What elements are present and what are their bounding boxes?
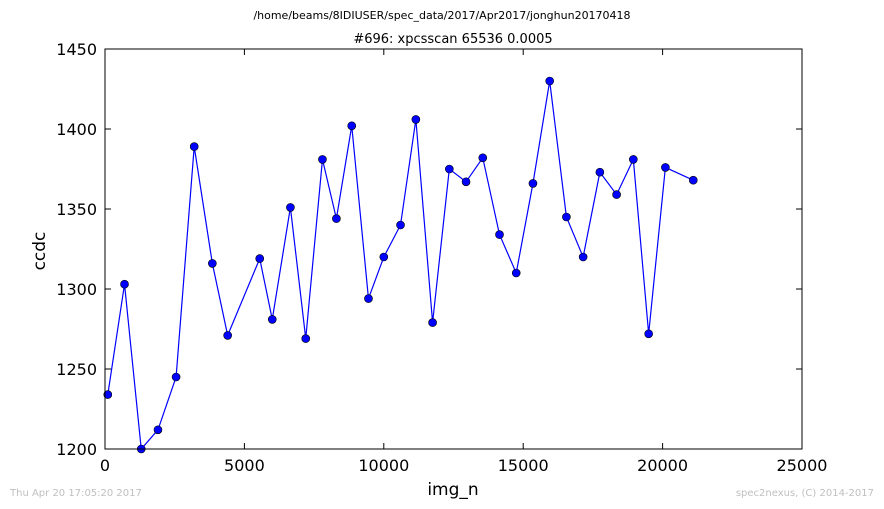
data-point [255, 254, 265, 263]
data-point [347, 121, 357, 131]
data-point [153, 425, 163, 435]
data-point [661, 163, 670, 172]
data-point [120, 279, 129, 289]
y-tick-label: 1250 [56, 360, 97, 379]
y-tick-label: 1300 [56, 280, 97, 299]
series-line [107, 80, 694, 451]
footer-timestamp: Thu Apr 20 17:05:20 2017 [10, 488, 142, 499]
data-point [379, 252, 389, 262]
file-path-title: /home/beams/8IDIUSER/spec_data/2017/Apr2… [253, 9, 630, 22]
data-point [411, 115, 421, 124]
data-point [688, 175, 698, 185]
data-point [478, 153, 488, 163]
data-point [644, 329, 653, 339]
data-point [445, 164, 454, 174]
data-point [171, 372, 181, 382]
data-point [495, 230, 504, 239]
y-tick-label: 1450 [56, 40, 97, 59]
data-point [189, 142, 199, 151]
y-tick-label: 1200 [56, 440, 97, 459]
data-point [612, 190, 621, 199]
data-point [528, 179, 538, 188]
data-point [103, 390, 113, 399]
axis-ticks: 0 5000 10000 15000 20000 25000 1200 1250 1300 135… [56, 40, 827, 475]
data-point [301, 334, 311, 343]
footer-credit: spec2nexus, (C) 2014-2017 [735, 488, 874, 499]
data-point [578, 252, 588, 262]
data-point [223, 331, 232, 340]
y-tick-label: 1400 [56, 120, 97, 139]
x-tick-label: 0 [100, 456, 110, 475]
x-axis-label: img_n [427, 480, 478, 500]
data-point [332, 214, 341, 223]
data-point [396, 220, 405, 230]
x-tick-label: 5000 [224, 456, 265, 475]
y-tick-label: 1350 [56, 200, 97, 219]
data-point [208, 259, 217, 268]
data-point [511, 268, 521, 278]
data-point [286, 203, 295, 212]
series-group [103, 76, 698, 454]
data-point [562, 212, 571, 222]
x-tick-label: 20000 [637, 456, 688, 475]
x-tick-label: 25000 [777, 456, 828, 475]
y-axis-label: ccdc [30, 232, 50, 271]
plot-area-frame [104, 48, 803, 450]
data-point [318, 155, 327, 164]
x-tick-label: 10000 [358, 456, 409, 475]
data-point [428, 318, 437, 327]
chart-title: #696: xpcsscan 65536 0.0005 [353, 32, 552, 47]
data-point [545, 76, 554, 86]
data-point [267, 315, 277, 324]
data-point [461, 177, 471, 187]
data-point [629, 155, 638, 164]
data-point [595, 167, 605, 177]
data-point [364, 294, 373, 303]
x-tick-label: 15000 [498, 456, 549, 475]
